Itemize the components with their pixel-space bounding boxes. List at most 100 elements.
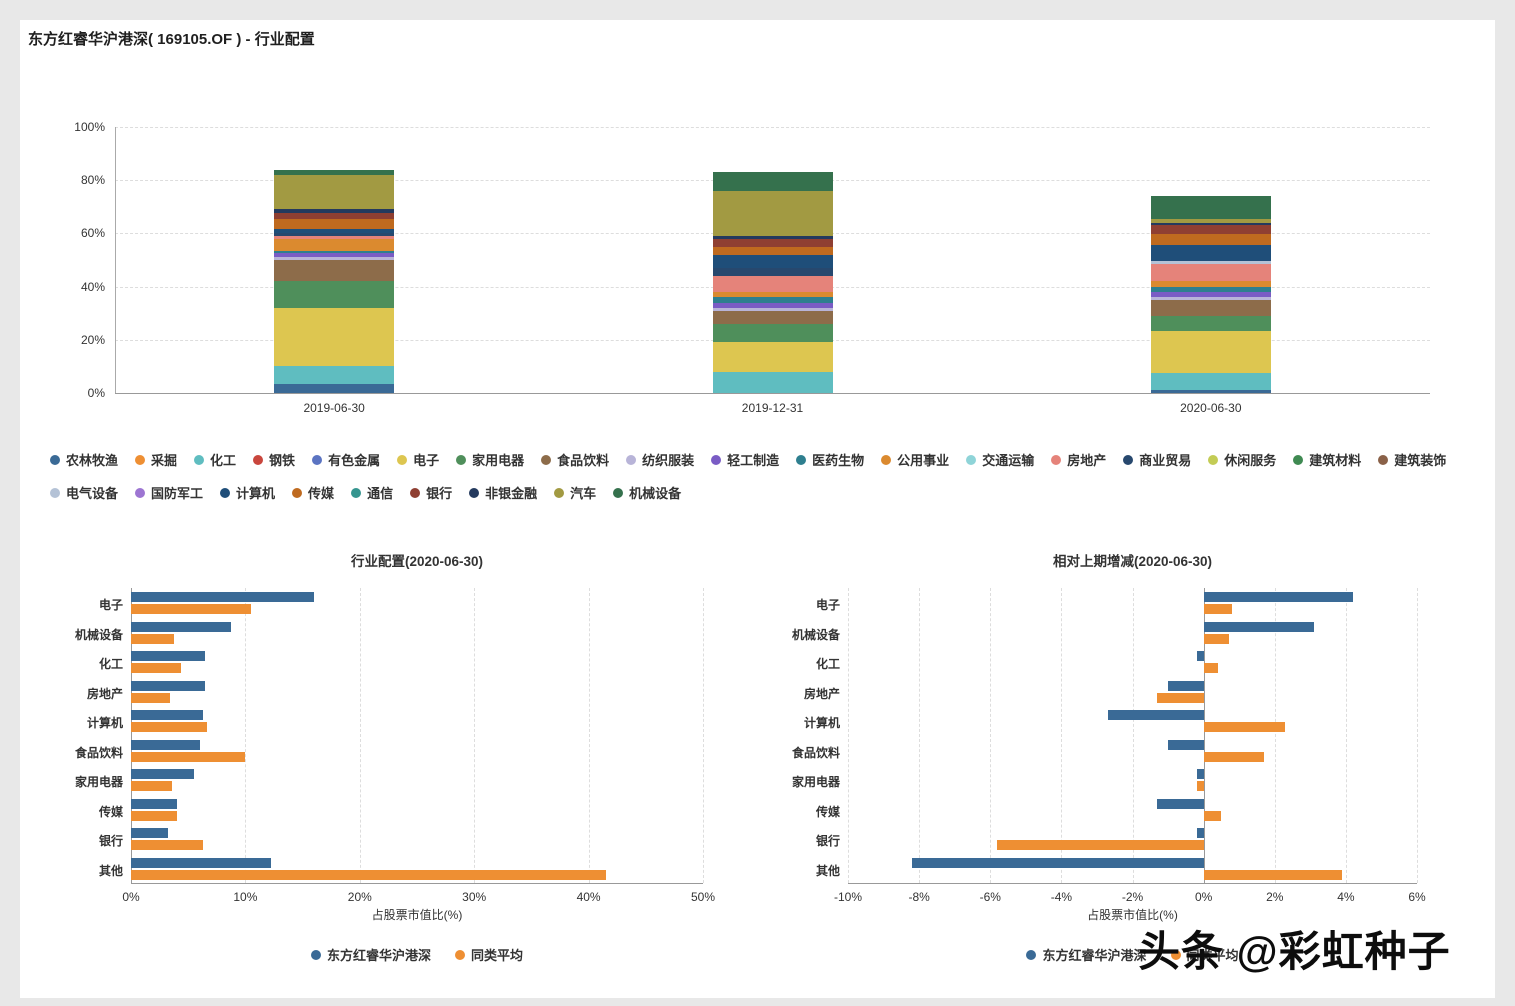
stack-segment-公用事业 (274, 238, 395, 251)
legend-item-食品饮料[interactable]: 食品饮料 (541, 450, 609, 469)
legend-item-化工[interactable]: 化工 (194, 450, 236, 469)
legend-item-商业贸易[interactable]: 商业贸易 (1123, 450, 1191, 469)
stack-segment-传媒 (1150, 233, 1271, 245)
bar-fund (1168, 680, 1204, 691)
stack-segment-机械设备 (712, 172, 833, 191)
bar-fund (1107, 710, 1204, 720)
x-axis-line (115, 393, 1430, 394)
stack-segment-机械设备 (274, 169, 395, 175)
stack-segment-非银金融 (1150, 222, 1271, 226)
stack-segment-轻工制造 (274, 253, 395, 258)
legend-dot (1293, 454, 1304, 465)
legend-label: 房地产 (1067, 453, 1107, 468)
gridline (848, 588, 849, 883)
category-label-机械设备: 机械设备 (791, 627, 840, 642)
bar-average (1203, 604, 1233, 614)
legend-item-机械设备[interactable]: 机械设备 (613, 483, 681, 502)
bar-fund (131, 680, 206, 691)
x-tick-label: 4% (1337, 890, 1355, 904)
relative-change-series-legend: 东方红睿华沪港深 同类平均 (848, 945, 1417, 964)
stack-segment-食品饮料 (712, 310, 833, 324)
stack-segment-银行 (712, 238, 833, 247)
legend-item-国防军工[interactable]: 国防军工 (135, 483, 203, 502)
stack-segment-汽车 (274, 174, 395, 210)
bar-average (131, 722, 207, 732)
x-tick-label: -10% (833, 890, 862, 904)
stack-segment-电子 (712, 342, 833, 372)
legend-item-轻工制造[interactable]: 轻工制造 (711, 450, 779, 469)
series-legend-item-同类平均[interactable]: 同类平均 (1170, 945, 1239, 964)
bar-fund (1196, 651, 1204, 661)
stack-segment-食品饮料 (274, 260, 395, 282)
category-label-电子: 电子 (98, 598, 123, 612)
legend-item-电气设备[interactable]: 电气设备 (50, 483, 118, 502)
legend-item-汽车[interactable]: 汽车 (554, 483, 596, 502)
legend-label: 电气设备 (66, 486, 119, 501)
legend-dot (626, 454, 637, 465)
legend-item-交通运输[interactable]: 交通运输 (966, 450, 1034, 469)
stack-segment-非银金融 (274, 209, 395, 214)
category-label-计算机: 计算机 (86, 716, 123, 730)
gridline (588, 588, 590, 883)
stack-segment-机械设备 (1150, 195, 1271, 219)
legend-dot (1208, 454, 1219, 465)
stack-segment-银行 (274, 213, 395, 219)
x-tick-label: -2% (1121, 890, 1144, 904)
stack-segment-电气设备 (1150, 261, 1271, 264)
legend-item-有色金属[interactable]: 有色金属 (312, 450, 380, 469)
legend-item-建筑材料[interactable]: 建筑材料 (1293, 450, 1361, 469)
category-label-计算机: 计算机 (803, 716, 840, 730)
legend-item-房地产[interactable]: 房地产 (1051, 450, 1106, 469)
legend-dot (351, 487, 362, 498)
gridline (1061, 588, 1063, 883)
legend-dot (456, 454, 467, 465)
legend-item-采掘[interactable]: 采掘 (135, 450, 177, 469)
stack-segment-家用电器 (1150, 315, 1271, 331)
series-legend-item-同类平均[interactable]: 同类平均 (455, 945, 523, 964)
legend-label: 交通运输 (982, 453, 1035, 468)
gridline (359, 588, 361, 883)
x-tick-label: 0% (122, 890, 140, 904)
stack-segment-汽车 (712, 190, 833, 237)
bar-average (131, 633, 175, 644)
category-label-食品饮料: 食品饮料 (791, 745, 840, 760)
legend-label: 医药生物 (812, 453, 865, 468)
legend-item-建筑装饰[interactable]: 建筑装饰 (1378, 450, 1446, 469)
stack-segment-商业贸易 (274, 233, 395, 237)
legend-dot (50, 454, 60, 465)
category-label-银行: 银行 (98, 834, 123, 848)
bar-average (131, 869, 606, 880)
page-title: 东方红睿华沪港深( 169105.OF ) - 行业配置 (28, 31, 315, 48)
bar-average (1203, 633, 1229, 644)
bar-average (1157, 692, 1204, 703)
legend-item-农林牧渔[interactable]: 农林牧渔 (50, 450, 118, 469)
legend-label: 东方红睿华沪港深 (1042, 948, 1147, 963)
legend-item-电子[interactable]: 电子 (397, 450, 439, 469)
stack-segment-电子 (274, 307, 395, 367)
bar-average (1203, 722, 1286, 732)
gridline (919, 588, 921, 883)
series-legend-item-东方红睿华沪港深[interactable]: 东方红睿华沪港深 (1026, 945, 1147, 964)
allocation-series-legend: 东方红睿华沪港深 同类平均 (131, 945, 703, 964)
x-tick-label: 30% (462, 890, 487, 904)
legend-item-公用事业[interactable]: 公用事业 (881, 450, 949, 469)
legend-item-休闲服务[interactable]: 休闲服务 (1208, 450, 1276, 469)
legend-item-钢铁[interactable]: 钢铁 (253, 450, 295, 469)
legend-item-计算机[interactable]: 计算机 (220, 483, 275, 502)
stack-segment-农林牧渔 (1150, 390, 1271, 393)
stack-segment-纺织服装 (712, 307, 833, 311)
legend-item-通信[interactable]: 通信 (351, 483, 393, 502)
gridline (474, 588, 476, 883)
series-legend-item-东方红睿华沪港深[interactable]: 东方红睿华沪港深 (310, 945, 431, 964)
legend-item-医药生物[interactable]: 医药生物 (796, 450, 864, 469)
bar-average (131, 663, 182, 673)
legend-item-银行[interactable]: 银行 (410, 483, 452, 502)
stack-segment-房地产 (274, 236, 395, 239)
legend-item-家用电器[interactable]: 家用电器 (456, 450, 524, 469)
legend-item-非银金融[interactable]: 非银金融 (469, 483, 537, 502)
category-label-其他: 其他 (98, 863, 123, 878)
legend-item-传媒[interactable]: 传媒 (292, 483, 334, 502)
legend-item-纺织服装[interactable]: 纺织服装 (626, 450, 694, 469)
category-label-化工: 化工 (98, 657, 123, 671)
x-tick-label: 20% (347, 890, 372, 904)
